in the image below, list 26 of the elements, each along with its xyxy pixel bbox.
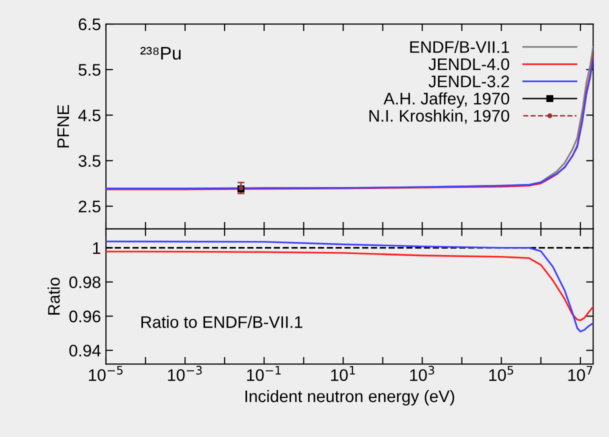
legend-label: JENDL-3.2 (428, 76, 509, 88)
annotation: Ratio to ENDF/B-VII.1 (141, 316, 302, 328)
legend-label: A.H. Jaffey, 1970 (384, 92, 510, 108)
x-tick-label: 10$^{−5}$ (88, 366, 123, 382)
y-tick-label: 1 (93, 242, 100, 254)
x-axis-title: Incident neutron energy (eV) (245, 390, 454, 406)
y-tick-label: 4.5 (78, 110, 100, 122)
legend-label: JENDL-4.0 (428, 58, 510, 70)
x-tick-label: 10$^{−3}$ (168, 366, 202, 381)
x-tick-label: 10$^{5}$ (489, 366, 514, 382)
x-tick-label: 10$^{1}$ (331, 366, 355, 382)
y-tick-label: 0.94 (69, 344, 101, 357)
y-tick-label: 6.5 (78, 18, 100, 30)
y-tick-label: 2.5 (78, 200, 100, 212)
x-tick-label: 10$^{−1}$ (247, 366, 281, 382)
y-axis-title: PFNE (57, 105, 69, 148)
y-tick-label: 0.96 (69, 310, 100, 322)
x-tick-label: 10$^{7}$ (568, 366, 592, 382)
legend-label: N.I. Kroshkin, 1970 (369, 110, 510, 124)
y-tick-label: 5.5 (78, 64, 100, 76)
y-tick-label: 0.98 (69, 276, 100, 288)
annotation: ²³⁸Pu (140, 46, 181, 60)
x-tick-label: 10$^{3}$ (410, 366, 434, 381)
y-axis-title: Ratio (48, 278, 60, 315)
y-tick-label: 3.5 (78, 155, 100, 167)
legend-label: ENDF/B-VII.1 (410, 40, 510, 53)
